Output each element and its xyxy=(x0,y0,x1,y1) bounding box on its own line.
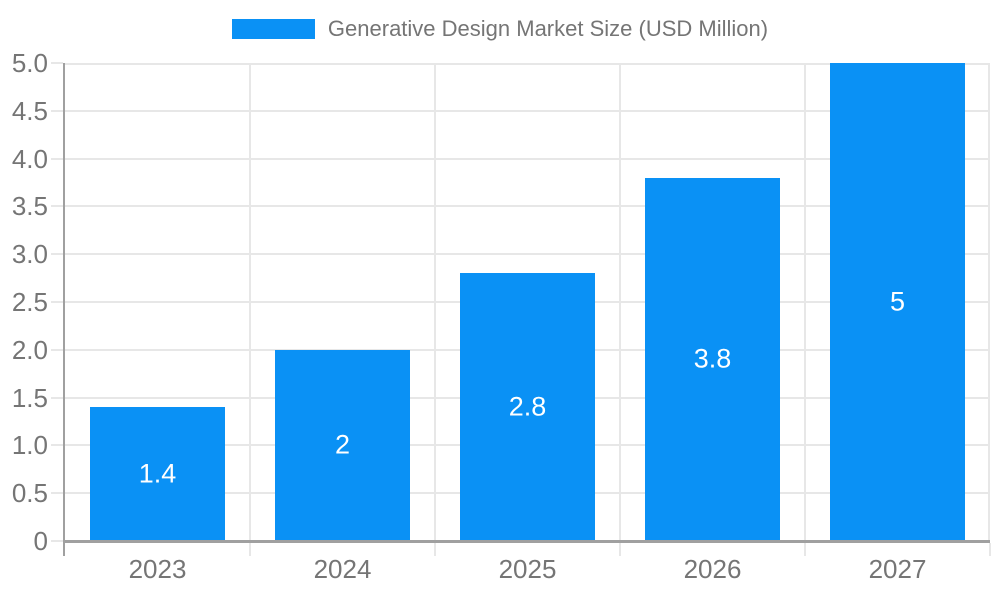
x-gridline xyxy=(619,63,621,541)
y-axis-label: 3.0 xyxy=(11,239,48,270)
legend-swatch-icon xyxy=(231,19,315,39)
plot-area: 1.4 2 2.8 3.8 5 xyxy=(65,63,990,541)
x-tick xyxy=(989,543,991,556)
x-tick xyxy=(619,543,621,556)
y-axis-label: 0 xyxy=(33,526,48,556)
x-gridline xyxy=(804,63,806,541)
x-axis-label: 2026 xyxy=(683,554,742,584)
legend[interactable]: Generative Design Market Size (USD Milli… xyxy=(0,16,1000,42)
y-axis-label: 4.0 xyxy=(11,143,48,174)
bar-2024[interactable]: 2 xyxy=(275,349,410,541)
y-axis-label: 5.0 xyxy=(11,48,48,78)
x-tick xyxy=(249,543,251,556)
x-gridline xyxy=(249,63,251,541)
bar-2027[interactable]: 5 xyxy=(830,63,965,541)
bar-2025[interactable]: 2.8 xyxy=(460,273,595,541)
x-axis-label: 2024 xyxy=(313,554,372,584)
y-gridline xyxy=(65,205,990,208)
bar-value-label: 3.8 xyxy=(693,343,732,374)
y-tick xyxy=(51,205,63,208)
y-axis-label: 0.5 xyxy=(11,478,48,509)
y-tick xyxy=(51,396,63,399)
x-axis-label: 2025 xyxy=(498,554,557,584)
y-tick xyxy=(51,540,63,542)
x-gridline xyxy=(434,63,436,541)
y-tick xyxy=(51,62,63,64)
bar-value-label: 2 xyxy=(334,429,351,460)
x-axis-label: 2023 xyxy=(128,554,187,584)
bar-2023[interactable]: 1.4 xyxy=(90,407,225,541)
x-tick xyxy=(804,543,806,556)
x-axis-line xyxy=(63,540,990,543)
y-gridline xyxy=(65,109,990,112)
y-axis-label: 3.5 xyxy=(11,191,48,222)
y-gridline xyxy=(65,253,990,256)
bar-value-label: 5 xyxy=(889,286,906,317)
x-axis-label: 2027 xyxy=(868,554,927,584)
y-gridline xyxy=(65,63,990,65)
y-gridline xyxy=(65,157,990,160)
x-gridline xyxy=(988,63,990,541)
y-tick xyxy=(51,253,63,256)
y-axis-line xyxy=(63,63,65,556)
bar-value-label: 2.8 xyxy=(508,391,547,422)
y-tick xyxy=(51,492,63,495)
y-tick xyxy=(51,109,63,112)
legend-label: Generative Design Market Size (USD Milli… xyxy=(327,16,769,41)
y-axis-label: 2.5 xyxy=(11,287,48,317)
y-tick xyxy=(51,157,63,160)
y-axis-label: 1.5 xyxy=(11,382,48,413)
y-tick xyxy=(51,444,63,447)
y-axis-label: 4.5 xyxy=(11,95,48,126)
y-tick xyxy=(51,348,63,351)
bar-value-label: 1.4 xyxy=(138,458,177,489)
y-axis-label: 2.0 xyxy=(11,334,48,365)
x-tick xyxy=(434,543,436,556)
bar-2026[interactable]: 3.8 xyxy=(645,177,780,541)
y-axis-label: 1.0 xyxy=(11,430,48,461)
y-tick xyxy=(51,301,63,303)
